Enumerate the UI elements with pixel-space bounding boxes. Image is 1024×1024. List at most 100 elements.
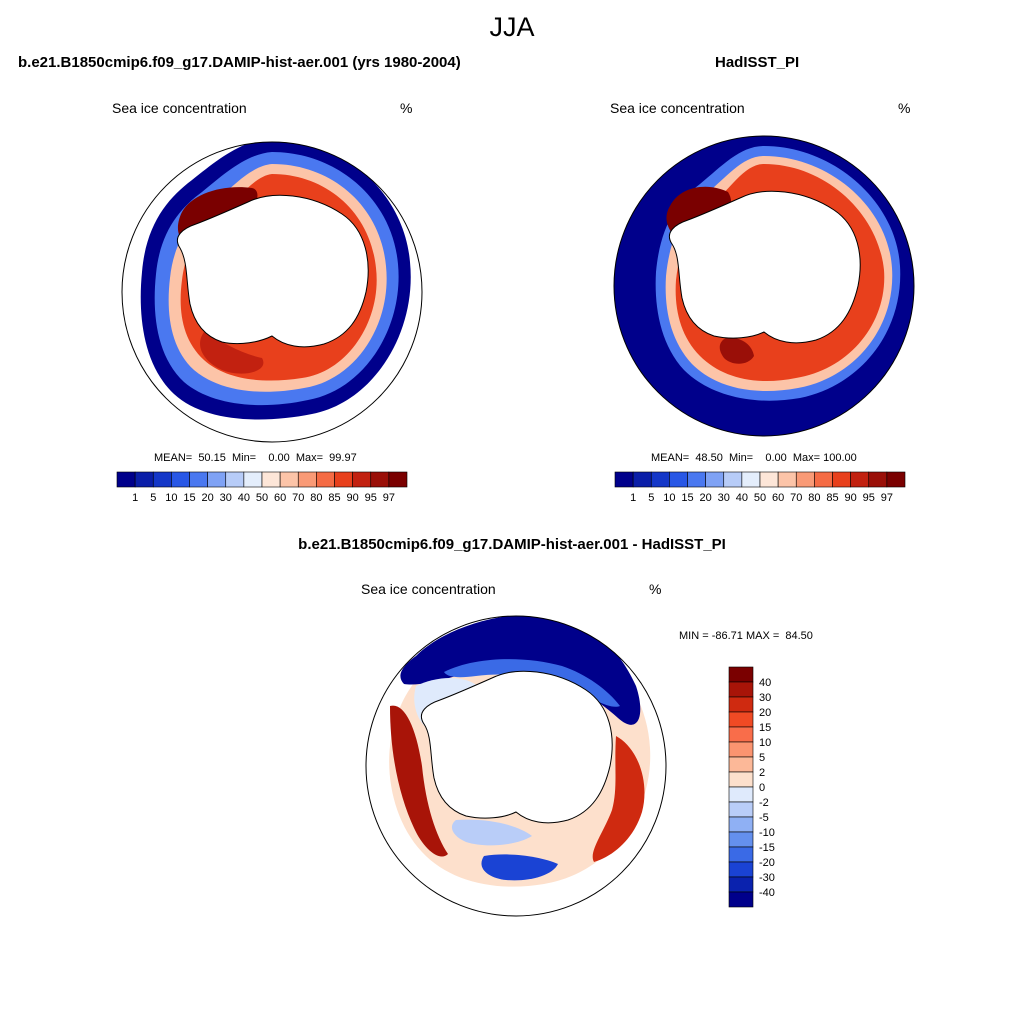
model-colorbar-swatch-11 xyxy=(316,471,335,488)
observations-colorbar-swatch-7 xyxy=(741,471,761,488)
model-colorbar-tick-label: 30 xyxy=(220,492,232,504)
observations-colorbar-tick-label: 80 xyxy=(808,492,820,504)
difference-colorbar-swatch-11 xyxy=(728,831,754,848)
model-colorbar-swatch-6 xyxy=(225,471,245,488)
model-colorbar-tick-label: 80 xyxy=(310,492,322,504)
model-colorbar-tick-label: 50 xyxy=(256,492,268,504)
difference-colorbar-tick-label: 0 xyxy=(759,782,765,794)
model-colorbar-tick-label: 40 xyxy=(238,492,250,504)
difference-colorbar-swatch-2 xyxy=(728,696,754,713)
model-colorbar-swatch-3 xyxy=(171,471,190,488)
model-colorbar-swatch-4 xyxy=(189,471,208,488)
difference-colorbar-swatch-12 xyxy=(728,846,754,863)
map-border xyxy=(613,135,915,437)
model-colorbar-swatch-9 xyxy=(279,471,299,488)
observations-colorbar-tick-label: 20 xyxy=(700,492,712,504)
observations-colorbar-swatch-6 xyxy=(723,471,743,488)
difference-colorbar-swatch-7 xyxy=(728,771,754,788)
difference-colorbar-swatch-10 xyxy=(728,816,754,833)
left-stats: MEAN= 50.15 Min= 0.00 Max= 99.97 xyxy=(154,452,357,464)
observations-colorbar-swatch-11 xyxy=(814,471,833,488)
observations-colorbar-tick-label: 15 xyxy=(681,492,693,504)
observations-colorbar-swatch-8 xyxy=(759,471,779,488)
diff-panel-title: b.e21.B1850cmip6.f09_g17.DAMIP-hist-aer.… xyxy=(298,536,726,553)
ice-core-95 xyxy=(200,332,264,374)
observations-colorbar-swatch-1 xyxy=(632,471,652,488)
observations-colorbar-tick-label: 60 xyxy=(772,492,784,504)
diff-units-label: % xyxy=(649,581,662,597)
observations-colorbar-tick-label: 85 xyxy=(826,492,838,504)
right-panel-title: HadISST_PI xyxy=(715,54,800,71)
difference-colorbar-tick-label: 5 xyxy=(759,752,765,764)
difference-colorbar-swatch-4 xyxy=(728,726,754,743)
ice-core-95 xyxy=(719,337,754,364)
map-border xyxy=(365,615,667,917)
right-stats: MEAN= 48.50 Min= 0.00 Max= 100.00 xyxy=(651,452,857,464)
model-colorbar-swatch-13 xyxy=(352,471,372,488)
observations-colorbar-swatch-3 xyxy=(669,471,688,488)
difference-colorbar-tick-label: 15 xyxy=(759,722,771,734)
difference-colorbar-swatch-3 xyxy=(728,711,754,728)
model-colorbar-swatch-8 xyxy=(261,471,281,488)
observations-colorbar-swatch-12 xyxy=(832,471,851,488)
model-colorbar-tick-label: 1 xyxy=(132,492,138,504)
figure-title: JJA xyxy=(489,12,535,42)
model-colorbar: 1 5 10 15 20 30 40 50 60 70 80 85 90 95 97 xyxy=(116,471,408,504)
difference-colorbar-tick-label: 30 xyxy=(759,692,771,704)
model-colorbar-swatch-1 xyxy=(134,471,154,488)
model-colorbar-tick-label: 90 xyxy=(347,492,359,504)
difference-colorbar-tick-label: -10 xyxy=(759,827,775,839)
right-units-label: % xyxy=(898,100,911,116)
model-colorbar-swatch-12 xyxy=(334,471,353,488)
model-colorbar-swatch-5 xyxy=(207,471,227,488)
difference-colorbar-tick-label: -5 xyxy=(759,812,769,824)
left-units-label: % xyxy=(400,100,413,116)
observations-colorbar-tick-label: 95 xyxy=(863,492,875,504)
model-colorbar-tick-label: 95 xyxy=(365,492,377,504)
difference-colorbar-tick-label: -30 xyxy=(759,872,775,884)
diff-stats: MIN = -86.71 MAX = 84.50 xyxy=(679,630,813,642)
observations-colorbar-swatch-10 xyxy=(795,471,815,488)
right-variable-label: Sea ice concentration xyxy=(610,100,745,116)
observations-colorbar-swatch-15 xyxy=(886,471,906,488)
model-colorbar-tick-label: 85 xyxy=(328,492,340,504)
map-border xyxy=(121,141,423,443)
model-colorbar-tick-label: 15 xyxy=(183,492,195,504)
observations-colorbar-swatch-14 xyxy=(868,471,888,488)
observations-colorbar-tick-label: 30 xyxy=(718,492,730,504)
difference-colorbar-tick-label: -15 xyxy=(759,842,775,854)
difference-colorbar-swatch-14 xyxy=(728,876,754,893)
observations-colorbar-tick-label: 1 xyxy=(630,492,636,504)
observations-colorbar-tick-label: 5 xyxy=(648,492,654,504)
model-colorbar-tick-label: 70 xyxy=(292,492,304,504)
model-colorbar-swatch-15 xyxy=(388,471,408,488)
difference-colorbar-tick-label: -2 xyxy=(759,797,769,809)
model-colorbar-tick-label: 97 xyxy=(383,492,395,504)
difference-colorbar-tick-label: 20 xyxy=(759,707,771,719)
observations-colorbar-swatch-13 xyxy=(850,471,870,488)
antarctica xyxy=(176,194,369,348)
difference-colorbar-tick-label: 10 xyxy=(759,737,771,749)
difference-colorbar-swatch-0 xyxy=(728,666,754,683)
difference-colorbar-swatch-15 xyxy=(728,891,754,908)
difference-colorbar-swatch-1 xyxy=(728,681,754,698)
observations-colorbar-tick-label: 70 xyxy=(790,492,802,504)
diff-ross-light-blue xyxy=(451,819,532,846)
diff-positive-west xyxy=(390,705,448,857)
observations-colorbar-tick-label: 90 xyxy=(845,492,857,504)
model-colorbar-tick-label: 10 xyxy=(165,492,177,504)
difference-colorbar-swatch-9 xyxy=(728,801,754,818)
model-map xyxy=(121,141,423,443)
model-colorbar-swatch-10 xyxy=(297,471,317,488)
difference-colorbar-tick-label: 40 xyxy=(759,677,771,689)
left-panel-title: b.e21.B1850cmip6.f09_g17.DAMIP-hist-aer.… xyxy=(18,54,461,71)
difference-colorbar-tick-label: 2 xyxy=(759,767,765,779)
difference-colorbar-swatch-5 xyxy=(728,741,754,758)
difference-colorbar-tick-label: -40 xyxy=(759,887,775,899)
antarctica xyxy=(668,190,861,344)
observations-colorbar-swatch-2 xyxy=(650,471,670,488)
diff-variable-label: Sea ice concentration xyxy=(361,581,496,597)
model-colorbar-swatch-14 xyxy=(370,471,390,488)
antarctica xyxy=(420,670,613,824)
